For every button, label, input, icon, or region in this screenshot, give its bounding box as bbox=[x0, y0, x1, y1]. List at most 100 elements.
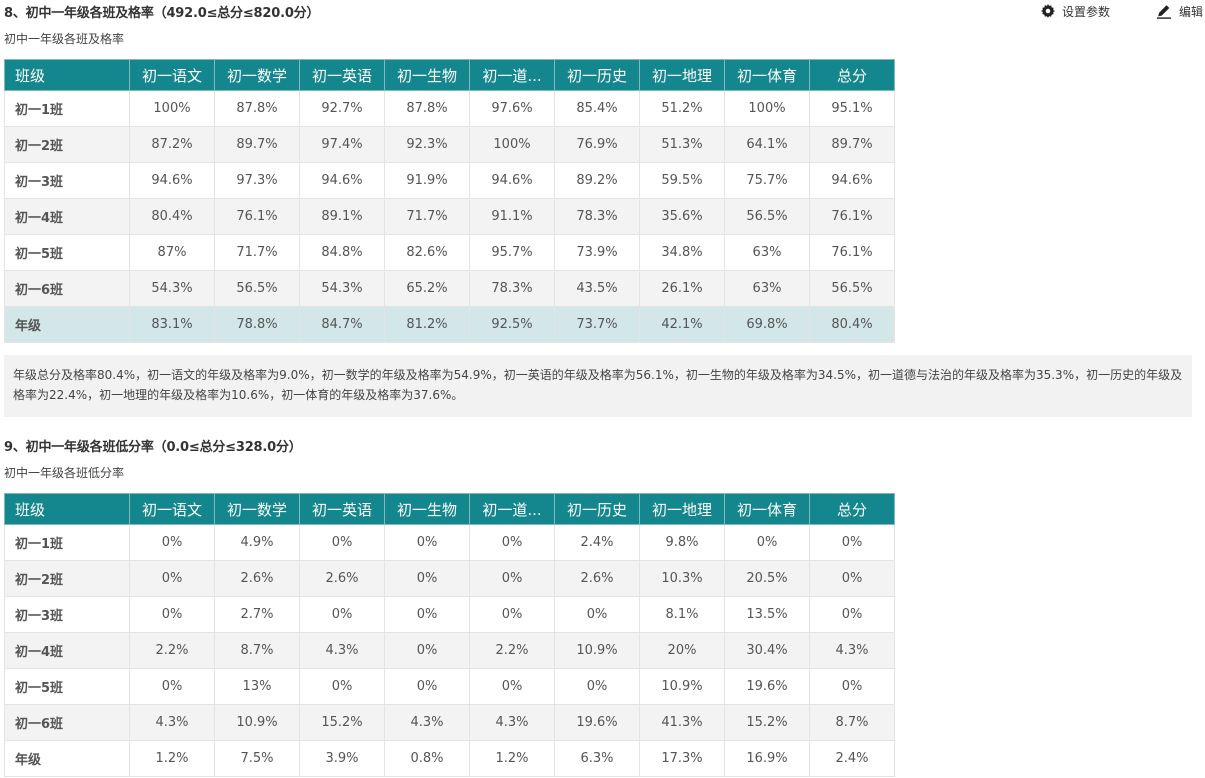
rate-cell: 2.6% bbox=[554, 560, 640, 597]
column-header[interactable]: 初一地理 bbox=[639, 493, 725, 525]
column-header[interactable]: 初一地理 bbox=[639, 59, 725, 91]
column-header[interactable]: 初一历史 bbox=[554, 59, 640, 91]
rate-cell: 84.7% bbox=[299, 306, 385, 343]
class-name-cell: 初一1班 bbox=[4, 90, 130, 127]
rate-cell: 59.5% bbox=[639, 162, 725, 199]
low-section-subtitle: 初中一年级各班低分率 bbox=[4, 466, 125, 480]
pass-section-title: 8、初中一年级各班及格率（492.0≤总分≤820.0分） bbox=[4, 6, 320, 21]
pencil-icon bbox=[1156, 4, 1171, 19]
rate-cell: 13.5% bbox=[724, 596, 810, 633]
rate-cell: 0% bbox=[384, 668, 470, 705]
table-row: 初一4班 80.4% 76.1% 89.1% 71.7% 91.1% 78.3% 35.6% 5… bbox=[4, 198, 895, 235]
header-row: 班级 初一语文 初一数学 初一英语 初一生物 初一道... 初一历史 初一地理 初一体育 总分 bbox=[4, 493, 895, 525]
class-name-cell: 初一3班 bbox=[4, 162, 130, 199]
rate-cell: 73.7% bbox=[554, 306, 640, 343]
rate-cell: 0% bbox=[384, 596, 470, 633]
table-row: 初一2班 87.2% 89.7% 97.4% 92.3% 100% 76.9% 51.3% 64… bbox=[4, 126, 895, 163]
column-header[interactable]: 初一生物 bbox=[384, 59, 470, 91]
rate-cell: 78.3% bbox=[469, 270, 555, 307]
column-header[interactable]: 初一语文 bbox=[129, 59, 215, 91]
settings-label: 设置参数 bbox=[1061, 4, 1110, 19]
class-name-cell: 初一6班 bbox=[4, 270, 130, 307]
rate-cell: 41.3% bbox=[639, 704, 725, 741]
rate-cell: 17.3% bbox=[639, 740, 725, 777]
rate-cell: 54.3% bbox=[299, 270, 385, 307]
column-header[interactable]: 班级 bbox=[4, 493, 130, 525]
rate-cell: 0% bbox=[469, 560, 555, 597]
class-name-cell: 初一4班 bbox=[4, 632, 130, 669]
rate-cell: 10.3% bbox=[639, 560, 725, 597]
rate-cell: 100% bbox=[724, 90, 810, 127]
table-row: 初一6班 54.3% 56.5% 54.3% 65.2% 78.3% 43.5% 26.1% 6… bbox=[4, 270, 895, 307]
rate-cell: 51.2% bbox=[639, 90, 725, 127]
rate-cell: 4.3% bbox=[384, 704, 470, 741]
rate-cell: 20% bbox=[639, 632, 725, 669]
column-header[interactable]: 初一体育 bbox=[724, 59, 810, 91]
rate-cell: 54.3% bbox=[129, 270, 215, 307]
table-row: 初一4班 2.2% 8.7% 4.3% 0% 2.2% 10.9% 20% 30.4% 4.3% bbox=[4, 632, 895, 669]
rate-cell: 26.1% bbox=[639, 270, 725, 307]
column-header[interactable]: 初一数学 bbox=[214, 493, 300, 525]
table-row: 初一2班 0% 2.6% 2.6% 0% 0% 2.6% 10.3% 20.5% 0% bbox=[4, 560, 895, 597]
rate-cell: 8.7% bbox=[809, 704, 895, 741]
rate-cell: 0% bbox=[129, 668, 215, 705]
rate-cell: 78.3% bbox=[554, 198, 640, 235]
rate-cell: 89.7% bbox=[809, 126, 895, 163]
rate-cell: 92.5% bbox=[469, 306, 555, 343]
column-header[interactable]: 总分 bbox=[809, 493, 895, 525]
rate-cell: 56.5% bbox=[214, 270, 300, 307]
rate-cell: 2.6% bbox=[299, 560, 385, 597]
rate-cell: 91.1% bbox=[469, 198, 555, 235]
rate-cell: 8.7% bbox=[214, 632, 300, 669]
class-name-cell: 年级 bbox=[4, 740, 130, 777]
rate-cell: 1.2% bbox=[469, 740, 555, 777]
rate-cell: 92.7% bbox=[299, 90, 385, 127]
settings-button[interactable]: 设置参数 bbox=[1040, 3, 1110, 20]
rate-cell: 63% bbox=[724, 270, 810, 307]
rate-cell: 56.5% bbox=[809, 270, 895, 307]
column-header[interactable]: 初一历史 bbox=[554, 493, 640, 525]
column-header[interactable]: 初一语文 bbox=[129, 493, 215, 525]
rate-cell: 0% bbox=[809, 596, 895, 633]
rate-cell: 76.1% bbox=[809, 198, 895, 235]
column-header[interactable]: 初一生物 bbox=[384, 493, 470, 525]
column-header[interactable]: 总分 bbox=[809, 59, 895, 91]
rate-cell: 0% bbox=[469, 596, 555, 633]
rate-cell: 0% bbox=[299, 524, 385, 561]
class-name-cell: 初一6班 bbox=[4, 704, 130, 741]
rate-cell: 95.7% bbox=[469, 234, 555, 271]
column-header[interactable]: 初一道... bbox=[469, 59, 555, 91]
rate-cell: 7.5% bbox=[214, 740, 300, 777]
column-header[interactable]: 初一体育 bbox=[724, 493, 810, 525]
edit-label: 编辑 bbox=[1178, 4, 1203, 19]
rate-cell: 10.9% bbox=[554, 632, 640, 669]
rate-cell: 9.8% bbox=[639, 524, 725, 561]
rate-cell: 76.1% bbox=[809, 234, 895, 271]
table-row: 初一3班 0% 2.7% 0% 0% 0% 0% 8.1% 13.5% 0% bbox=[4, 596, 895, 633]
column-header[interactable]: 初一数学 bbox=[214, 59, 300, 91]
rate-cell: 81.2% bbox=[384, 306, 470, 343]
rate-cell: 0% bbox=[809, 524, 895, 561]
column-header[interactable]: 初一道... bbox=[469, 493, 555, 525]
rate-cell: 100% bbox=[469, 126, 555, 163]
rate-cell: 2.2% bbox=[129, 632, 215, 669]
rate-cell: 80.4% bbox=[809, 306, 895, 343]
rate-cell: 4.3% bbox=[809, 632, 895, 669]
rate-cell: 0% bbox=[469, 524, 555, 561]
edit-button[interactable]: 编辑 bbox=[1156, 3, 1203, 20]
rate-cell: 2.7% bbox=[214, 596, 300, 633]
rate-cell: 0% bbox=[299, 668, 385, 705]
column-header[interactable]: 初一英语 bbox=[299, 493, 385, 525]
rate-cell: 0% bbox=[129, 524, 215, 561]
rate-cell: 84.8% bbox=[299, 234, 385, 271]
rate-cell: 76.1% bbox=[214, 198, 300, 235]
column-header[interactable]: 班级 bbox=[4, 59, 130, 91]
rate-cell: 4.9% bbox=[214, 524, 300, 561]
rate-cell: 0% bbox=[299, 596, 385, 633]
grade-total-row: 年级 1.2% 7.5% 3.9% 0.8% 1.2% 6.3% 17.3% 16.9% 2.4% bbox=[4, 740, 895, 777]
column-header[interactable]: 初一英语 bbox=[299, 59, 385, 91]
rate-cell: 87.2% bbox=[129, 126, 215, 163]
rate-cell: 4.3% bbox=[299, 632, 385, 669]
rate-cell: 89.1% bbox=[299, 198, 385, 235]
rate-cell: 94.6% bbox=[809, 162, 895, 199]
